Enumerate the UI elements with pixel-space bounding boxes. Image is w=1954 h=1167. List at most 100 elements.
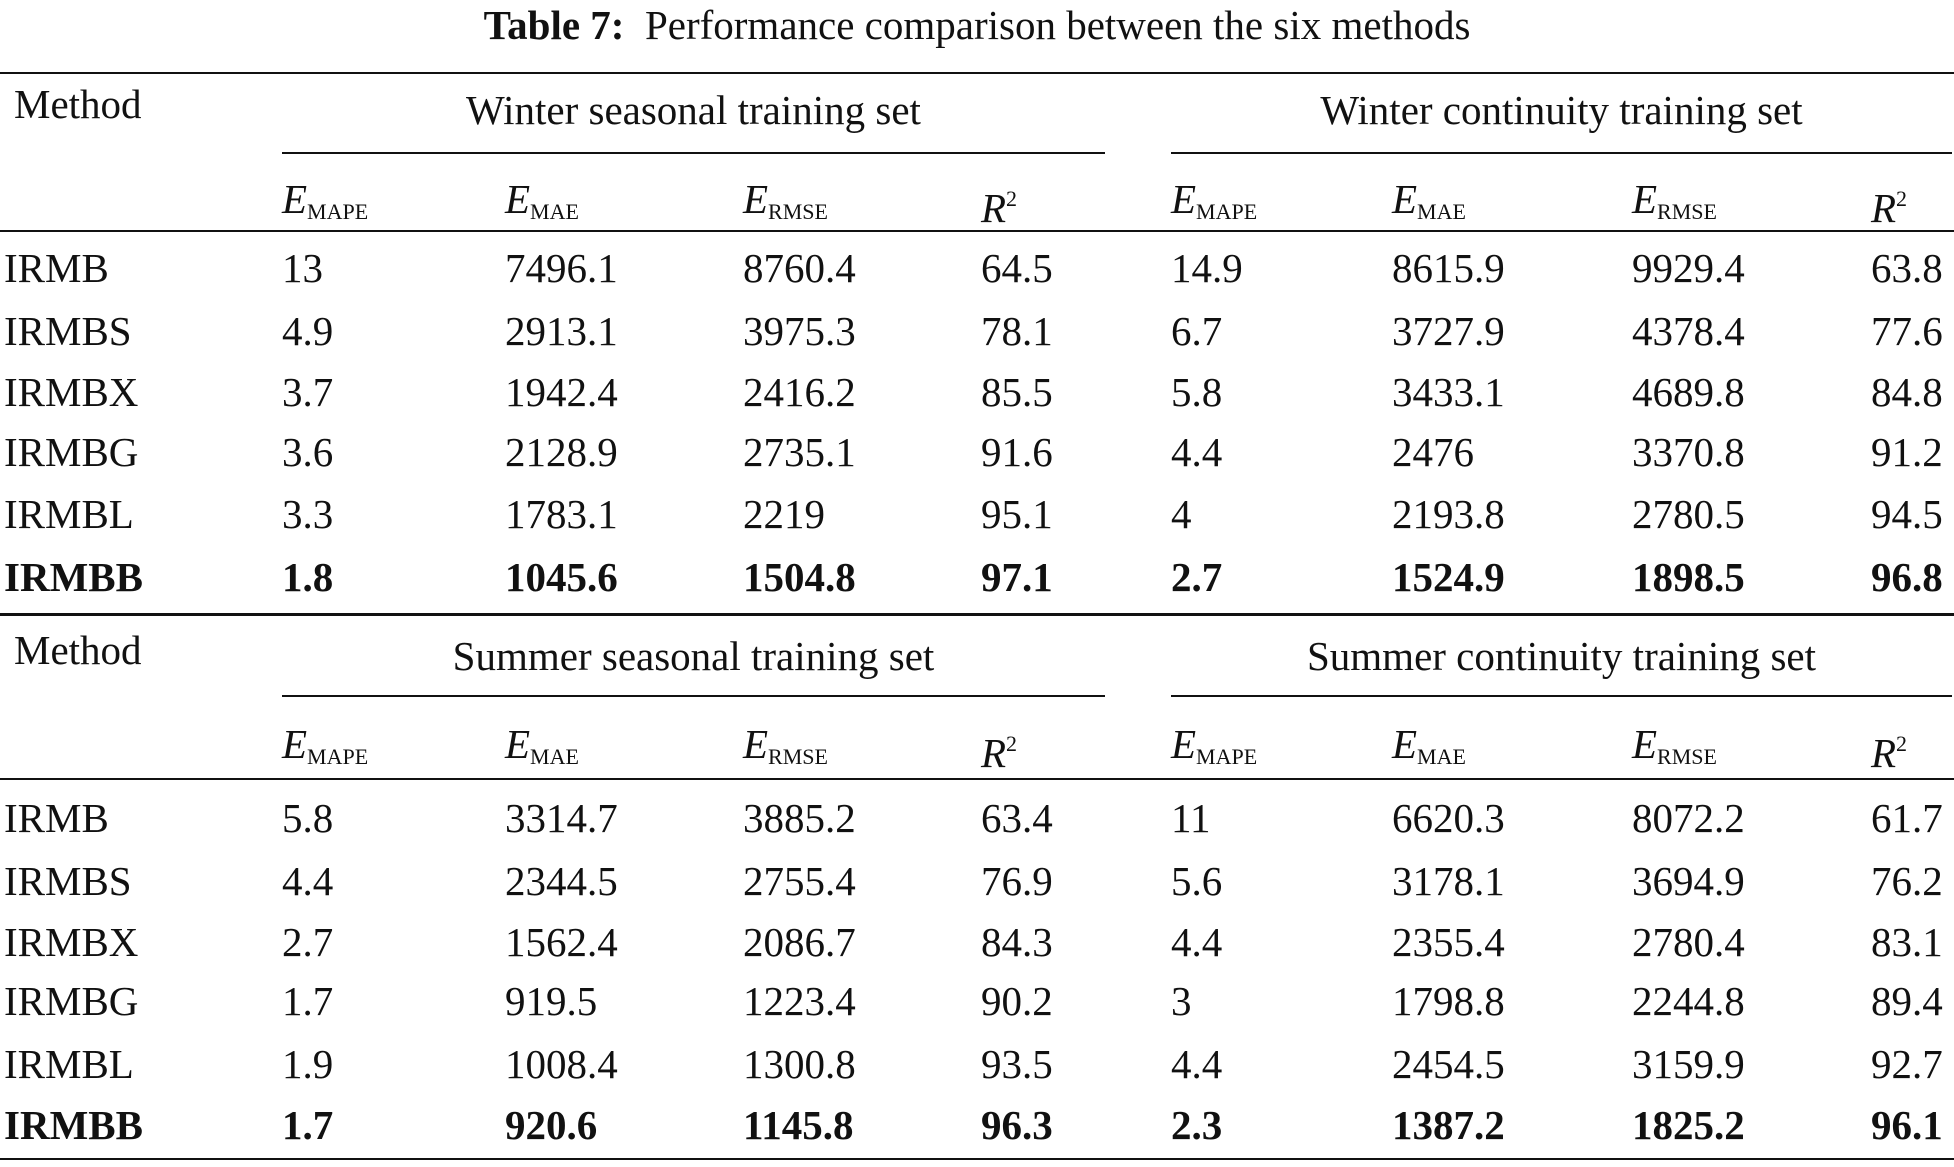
cell: 2476 [1392,429,1474,475]
header-sub: RMSE [1657,744,1717,769]
cell: 3.7 [282,369,334,415]
column-header: EMAPE [282,174,368,224]
row-method: IRMB [4,245,109,291]
row-method: IRMBX [4,369,139,415]
header-sub: RMSE [768,199,828,224]
rule [282,695,1105,697]
column-header: ERMSE [743,719,828,769]
cell: 4378.4 [1632,308,1745,354]
cell: 3.3 [282,491,334,537]
row-method: IRMB [4,795,109,841]
group-title: Winter seasonal training set [466,87,921,133]
cell: 94.5 [1871,491,1943,537]
method-header: Method [14,81,142,127]
cell: 2416.2 [743,369,856,415]
cell: 14.9 [1171,245,1243,291]
cell: 8760.4 [743,245,856,291]
group-title: Summer continuity training set [1306,633,1817,679]
cell: 84.3 [981,919,1053,965]
row-method: IRMBG [4,429,139,475]
cell: 2355.4 [1392,919,1505,965]
header-sup: 2 [1896,731,1908,756]
cell: 4.4 [1171,1041,1223,1087]
cell: 3 [1171,978,1192,1024]
cell: 97.1 [981,554,1053,600]
cell: 2735.1 [743,429,856,475]
cell: 8615.9 [1392,245,1505,291]
rule [282,152,1105,154]
cell: 93.5 [981,1041,1053,1087]
cell: 92.7 [1871,1041,1943,1087]
row-method: IRMBX [4,919,139,965]
header-sub: MAE [530,744,579,769]
header-sup: 2 [1006,186,1018,211]
cell: 9929.4 [1632,245,1745,291]
header-symbol: R [1871,730,1897,776]
header-sub: MAPE [1196,744,1258,769]
cell: 4.4 [1171,919,1223,965]
header-sub: MAE [530,199,579,224]
cell: 76.2 [1871,858,1943,904]
cell: 920.6 [505,1102,598,1148]
rule [0,230,1954,232]
cell: 77.6 [1871,308,1943,354]
cell: 6.7 [1171,308,1223,354]
group-title: Summer seasonal training set [452,633,935,679]
header-sub: MAE [1417,199,1466,224]
header-sub: MAPE [1196,199,1258,224]
cell: 5.8 [282,795,334,841]
rule [0,72,1954,74]
cell: 8072.2 [1632,795,1745,841]
cell: 3370.8 [1632,429,1745,475]
cell: 1798.8 [1392,978,1505,1024]
column-header: ERMSE [743,174,828,224]
cell: 2244.8 [1632,978,1745,1024]
rule [0,778,1954,780]
cell: 1008.4 [505,1041,618,1087]
cell: 2.7 [282,919,334,965]
cell: 1524.9 [1392,554,1505,600]
cell: 95.1 [981,491,1053,537]
header-sub: RMSE [768,744,828,769]
cell: 1.7 [282,1102,334,1148]
cell: 1783.1 [505,491,618,537]
cell: 2454.5 [1392,1041,1505,1087]
cell: 2.7 [1171,554,1223,600]
caption-label: Table 7: [483,2,625,48]
cell: 4.9 [282,308,334,354]
cell: 5.6 [1171,858,1223,904]
row-method: IRMBL [4,1041,134,1087]
cell: 4.4 [1171,429,1223,475]
column-header: EMAE [1392,719,1466,769]
cell: 63.8 [1871,245,1943,291]
header-symbol: E [743,721,769,767]
cell: 2780.5 [1632,491,1745,537]
cell: 4.4 [282,858,334,904]
row-method: IRMBS [4,858,132,904]
rule [0,613,1954,616]
cell: 4689.8 [1632,369,1745,415]
rule [1171,695,1952,697]
cell: 2.3 [1171,1102,1223,1148]
cell: 13 [282,245,323,291]
cell: 2344.5 [505,858,618,904]
cell: 2755.4 [743,858,856,904]
cell: 89.4 [1871,978,1943,1024]
cell: 1387.2 [1392,1102,1505,1148]
header-sub: MAE [1417,744,1466,769]
cell: 1223.4 [743,978,856,1024]
header-symbol: E [1632,176,1658,222]
header-symbol: E [282,721,308,767]
cell: 1825.2 [1632,1102,1745,1148]
header-symbol: R [1871,185,1897,231]
cell: 3178.1 [1392,858,1505,904]
cell: 84.8 [1871,369,1943,415]
row-method: IRMBL [4,491,134,537]
cell: 1300.8 [743,1041,856,1087]
cell: 3314.7 [505,795,618,841]
cell: 64.5 [981,245,1053,291]
column-header: EMAE [505,174,579,224]
cell: 4 [1171,491,1192,537]
cell: 91.2 [1871,429,1943,475]
column-header: ERMSE [1632,174,1717,224]
